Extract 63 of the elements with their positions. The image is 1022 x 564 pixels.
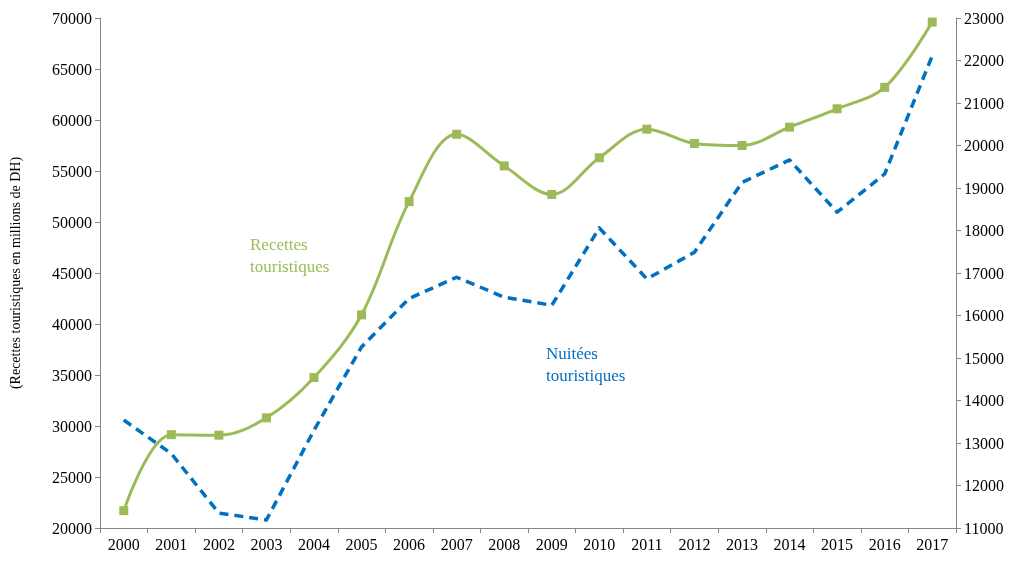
text: Nuitées touristiques xyxy=(546,343,626,385)
y-tick-label: 50000 xyxy=(52,213,92,231)
point xyxy=(309,373,319,383)
y2-tick-label: 22000 xyxy=(964,52,1004,69)
x-tick-label: 2016 xyxy=(868,535,901,553)
point xyxy=(689,138,699,148)
x-tick-label: 2002 xyxy=(202,535,235,553)
y-tick-label: 60000 xyxy=(52,111,92,129)
y-tick-label: 70000 xyxy=(52,9,92,27)
point xyxy=(927,17,937,27)
y-tick-label: 25000 xyxy=(52,468,92,486)
x-tick-label: 2013 xyxy=(726,535,758,553)
point xyxy=(404,197,414,207)
y-tick-label: 55000 xyxy=(52,162,92,180)
point xyxy=(737,141,747,150)
y-tick-label: 20000 xyxy=(52,519,92,537)
point xyxy=(452,129,462,139)
x-tick-label: 2011 xyxy=(631,535,663,553)
x-tick-label: 2001 xyxy=(155,535,188,553)
y2-tick-label: 16000 xyxy=(964,307,1004,324)
x-tick-label: 2015 xyxy=(821,535,854,553)
x-tick-label: 2004 xyxy=(298,535,330,553)
point xyxy=(832,104,842,114)
point xyxy=(785,122,795,132)
y2-tick-label: 12000 xyxy=(964,477,1004,494)
point xyxy=(214,430,224,440)
point xyxy=(642,124,652,134)
x-tick-label: 2014 xyxy=(773,535,806,553)
point xyxy=(357,310,367,320)
y2-tick-label: 19000 xyxy=(964,179,1004,197)
y-tick-label: 65000 xyxy=(52,60,92,78)
point xyxy=(499,161,509,171)
x-tick-label: 2008 xyxy=(488,535,521,553)
x-tick-label: 2006 xyxy=(393,535,426,553)
y2-tick-label: 17000 xyxy=(964,264,1004,282)
x-tick-label: 2007 xyxy=(440,535,473,553)
point xyxy=(594,153,604,163)
point xyxy=(166,430,176,440)
x-tick-label: 2012 xyxy=(678,535,711,553)
y2-tick-label: 21000 xyxy=(964,94,1004,112)
y2-tick-label: 20000 xyxy=(964,137,1004,154)
y2-tick-label: 11000 xyxy=(964,519,1004,537)
y-tick-label: 45000 xyxy=(52,264,92,282)
y-tick-label: 35000 xyxy=(52,366,92,384)
point xyxy=(261,413,271,423)
y-tick-label: 30000 xyxy=(52,417,92,435)
y-axis-title: (Recettes touristiques en millions de DH) xyxy=(7,156,24,390)
x-tick-label: 2017 xyxy=(916,535,949,553)
y2-tick-label: 13000 xyxy=(964,434,1004,452)
x-tick-label: 2003 xyxy=(250,535,283,553)
point xyxy=(547,189,557,199)
x-tick-label: 2005 xyxy=(345,535,378,553)
point xyxy=(119,506,129,516)
x-tick-label: 2000 xyxy=(107,535,140,553)
y2-tick-label: 23000 xyxy=(964,9,1004,27)
y2-tick-label: 15000 xyxy=(964,349,1004,367)
text: Recettes touristiques xyxy=(250,234,330,276)
y2-tick-label: 14000 xyxy=(964,392,1004,409)
y2-tick-label: 18000 xyxy=(964,222,1004,239)
x-tick-label: 2009 xyxy=(535,535,568,553)
point xyxy=(880,82,890,92)
y-tick-label: 40000 xyxy=(52,315,92,333)
x-tick-label: 2010 xyxy=(583,535,616,553)
